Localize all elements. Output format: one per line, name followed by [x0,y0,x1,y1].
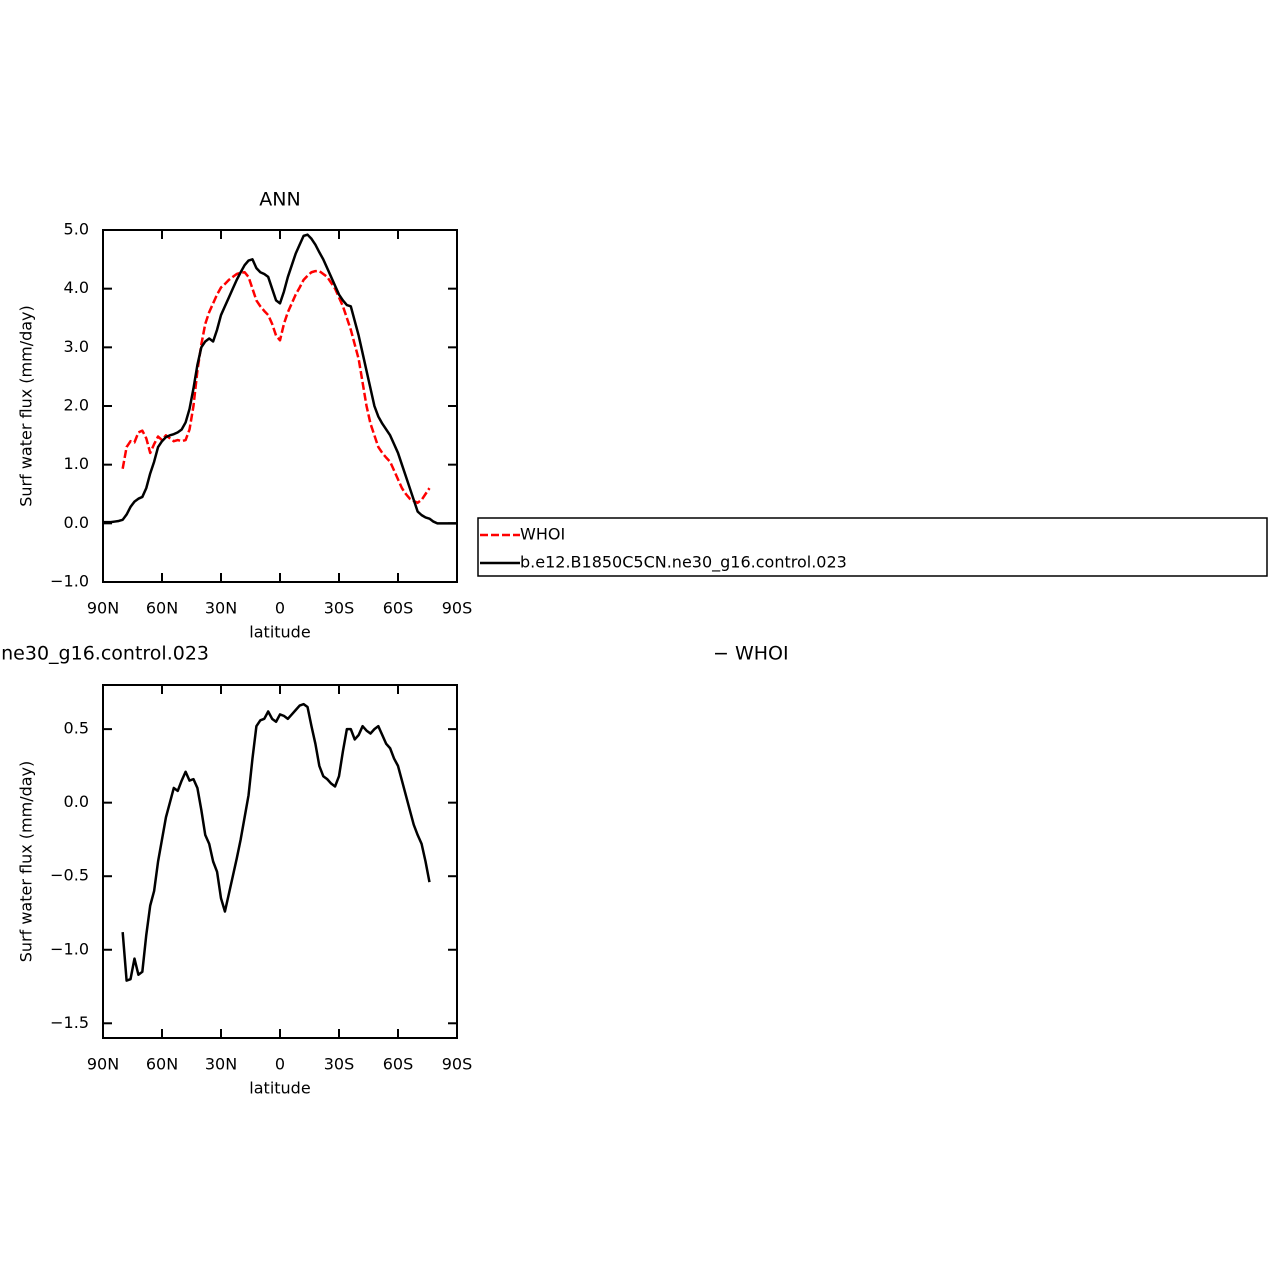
legend-label: b.e12.B1850C5CN.ne30_g16.control.023 [520,553,847,573]
x-tick-label: 0 [275,599,285,618]
y-tick-label: −1.0 [50,572,89,591]
x-tick-label: 30S [324,599,355,618]
x-tick-label: 60S [383,599,414,618]
data-line [103,233,457,525]
plot-frame [102,684,458,1039]
y-tick-label: 0.5 [64,719,89,738]
chart-title: ANN [259,189,300,211]
y-tick-label: −1.5 [50,1013,89,1032]
x-tick-label: 60N [146,1055,178,1074]
x-tick-label: 0 [275,1055,285,1074]
x-tick-label: 60S [383,1055,414,1074]
x-tick-label: 90S [442,599,473,618]
y-tick-label: 4.0 [64,278,89,297]
plot-frame [102,229,458,583]
data-line [121,702,431,982]
y-tick-label: 1.0 [64,454,89,473]
legend-label: WHOI [520,525,565,544]
y-tick-label: 0.0 [64,513,89,532]
x-tick-label: 90S [442,1055,473,1074]
y-tick-label: 5.0 [64,220,89,239]
data-line [121,269,431,505]
x-tick-label: 30N [205,1055,237,1074]
y-tick-label: −1.0 [50,939,89,958]
y-tick-label: 0.0 [64,792,89,811]
x-tick-label: 30N [205,599,237,618]
x-tick-label: 90N [87,1055,119,1074]
y-axis-label: Surf water flux (mm/day) [17,305,36,507]
x-axis-label: latitude [249,1079,310,1098]
legend-box [477,517,1268,577]
right-title: − WHOI [713,643,789,665]
x-axis-label: latitude [249,623,310,642]
y-tick-label: 3.0 [64,337,89,356]
left-title: b.e12.B1850C5CN.ne30_g16.control.023 [0,643,209,665]
y-tick-label: −0.5 [50,866,89,885]
x-tick-label: 60N [146,599,178,618]
x-tick-label: 30S [324,1055,355,1074]
x-tick-label: 90N [87,599,119,618]
y-axis-label: Surf water flux (mm/day) [17,761,36,963]
y-tick-label: 2.0 [64,396,89,415]
